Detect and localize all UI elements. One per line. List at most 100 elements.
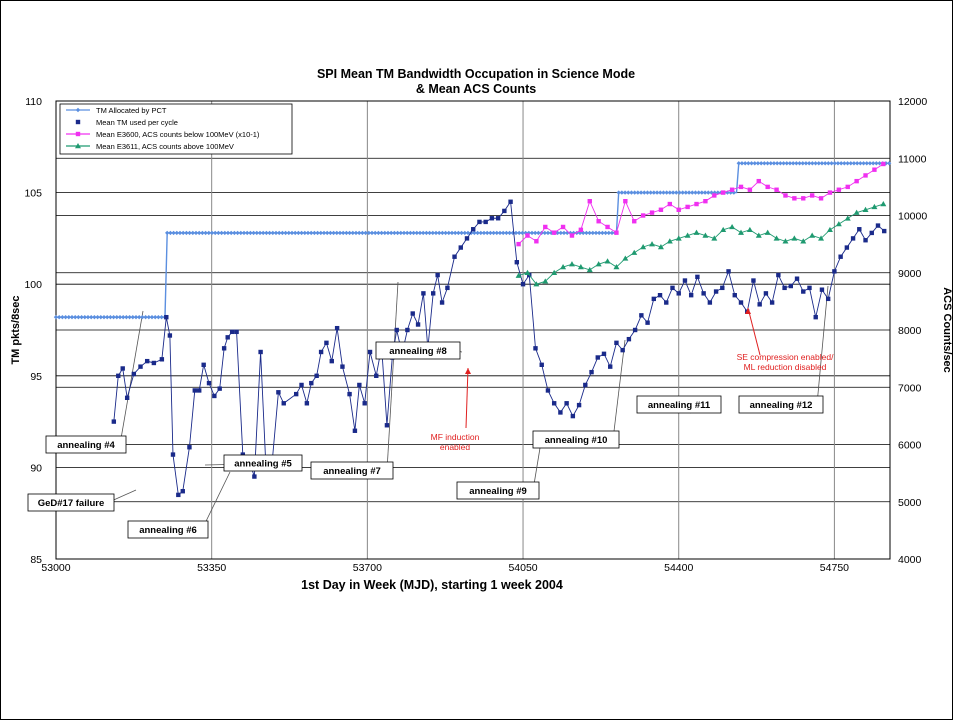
data-point bbox=[862, 206, 869, 212]
y2-tick-label: 9000 bbox=[898, 268, 922, 280]
data-point bbox=[707, 300, 713, 305]
data-point bbox=[347, 391, 352, 397]
legend-label: TM Allocated by PCT bbox=[96, 106, 167, 115]
data-point bbox=[281, 401, 286, 406]
data-point bbox=[791, 235, 798, 241]
data-point bbox=[497, 230, 503, 236]
data-point bbox=[170, 452, 176, 457]
data-point bbox=[874, 161, 879, 166]
data-point bbox=[331, 230, 336, 236]
data-point bbox=[379, 230, 384, 236]
annotation-label: annealing #8 bbox=[389, 346, 447, 357]
legend-item: Mean E3611, ACS counts above 100MeV bbox=[66, 142, 234, 151]
data-point bbox=[729, 223, 736, 230]
data-point bbox=[201, 362, 206, 368]
data-point bbox=[124, 395, 130, 400]
data-point bbox=[595, 355, 600, 360]
data-point bbox=[819, 287, 825, 292]
data-point bbox=[516, 241, 521, 247]
data-point bbox=[98, 314, 103, 320]
data-point bbox=[146, 314, 151, 320]
data-point bbox=[626, 190, 631, 195]
data-point bbox=[458, 245, 463, 250]
data-point bbox=[803, 161, 809, 166]
data-point bbox=[324, 340, 329, 346]
data-point bbox=[626, 336, 632, 342]
data-point bbox=[845, 161, 850, 166]
data-point bbox=[758, 161, 764, 166]
data-point bbox=[488, 230, 493, 236]
annotation-box: annealing #5 bbox=[223, 454, 303, 472]
data-point bbox=[415, 322, 421, 327]
data-point bbox=[680, 190, 685, 195]
legend-swatch-marker bbox=[75, 131, 81, 137]
data-point bbox=[651, 190, 657, 195]
data-point bbox=[822, 161, 828, 166]
data-point bbox=[225, 335, 230, 340]
data-point bbox=[133, 314, 139, 320]
data-point bbox=[835, 221, 842, 227]
data-point bbox=[773, 235, 780, 241]
data-point bbox=[597, 230, 602, 236]
data-point bbox=[848, 161, 853, 166]
data-point bbox=[73, 314, 78, 320]
data-point bbox=[362, 401, 367, 406]
data-point bbox=[635, 190, 641, 195]
data-point bbox=[366, 230, 371, 236]
data-point bbox=[875, 223, 881, 228]
data-point bbox=[213, 230, 218, 236]
y2-tick-label: 8000 bbox=[898, 325, 922, 337]
y2-tick-label: 7000 bbox=[898, 382, 922, 394]
data-point bbox=[229, 230, 234, 236]
data-point bbox=[120, 366, 125, 371]
data-point bbox=[738, 300, 744, 305]
data-point bbox=[729, 187, 735, 192]
data-point bbox=[325, 230, 330, 236]
data-point bbox=[261, 230, 266, 236]
data-point bbox=[631, 249, 638, 255]
data-point bbox=[870, 161, 876, 166]
data-point bbox=[472, 230, 477, 236]
data-point bbox=[706, 190, 711, 195]
data-point bbox=[558, 410, 563, 415]
annotation-leader bbox=[816, 285, 829, 405]
data-point bbox=[774, 161, 780, 166]
data-point bbox=[369, 230, 375, 236]
data-point bbox=[699, 190, 705, 195]
data-point bbox=[318, 230, 323, 236]
data-point bbox=[427, 230, 432, 236]
data-point bbox=[666, 238, 673, 244]
legend-swatch-marker bbox=[75, 119, 81, 125]
annotation-frame bbox=[738, 395, 824, 414]
data-point bbox=[806, 161, 812, 166]
data-point bbox=[184, 230, 189, 236]
red-note-text: SE compression enabled/ bbox=[737, 352, 835, 362]
data-point bbox=[807, 285, 812, 291]
data-point bbox=[471, 227, 476, 232]
data-point bbox=[622, 190, 628, 195]
data-point bbox=[844, 245, 850, 250]
data-point bbox=[117, 314, 123, 320]
data-point bbox=[329, 358, 334, 364]
data-point bbox=[270, 230, 275, 236]
legend-item: TM Allocated by PCT bbox=[66, 106, 167, 115]
annotation-label: annealing #6 bbox=[139, 525, 197, 536]
annotation-label: annealing #10 bbox=[545, 435, 608, 446]
data-point bbox=[715, 190, 721, 195]
data-point bbox=[576, 402, 582, 408]
data-point bbox=[515, 272, 522, 278]
data-point bbox=[411, 230, 416, 236]
data-point bbox=[788, 283, 794, 289]
data-point bbox=[159, 357, 165, 362]
data-point bbox=[167, 333, 173, 338]
data-point bbox=[613, 264, 620, 270]
data-point bbox=[651, 296, 657, 302]
data-point bbox=[452, 254, 457, 259]
data-point bbox=[578, 227, 584, 233]
data-point bbox=[394, 327, 399, 333]
data-point bbox=[465, 230, 471, 236]
data-point bbox=[408, 230, 413, 236]
legend-label: Mean E3611, ACS counts above 100MeV bbox=[96, 142, 234, 151]
data-point bbox=[517, 230, 522, 236]
